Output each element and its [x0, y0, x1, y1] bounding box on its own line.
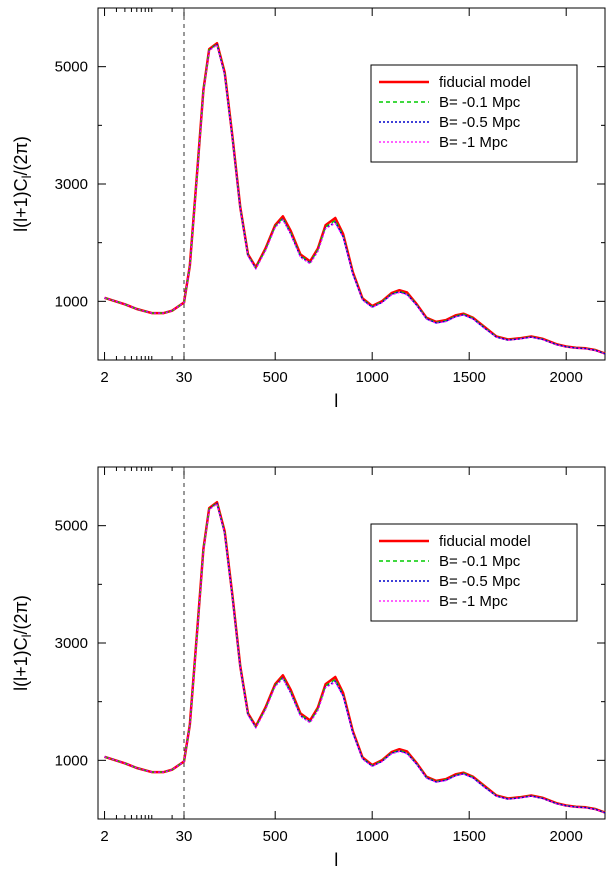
- chart-panel-1: 2 30 500 1000 1500 2000 1000 3000 5000 l l(l+1)Cl/…: [11, 7, 606, 411]
- x-tick-label: 1000: [356, 369, 389, 386]
- x-axis-label: l: [334, 391, 338, 411]
- x-tick-label: 30: [176, 369, 193, 386]
- x-tick-label: 2000: [550, 828, 583, 845]
- x-tick-label: 1500: [453, 369, 486, 386]
- plot-frame: [97, 466, 606, 820]
- series-line-4: [104, 503, 606, 814]
- chart-panel-2: 2 30 500 1000 1500 2000 1000 3000 5000 l l(l+1)Cl/…: [11, 466, 606, 870]
- legend-label: B= -1 Mpc: [439, 593, 508, 610]
- series-line-4: [104, 44, 606, 355]
- legend-label: B= -1 Mpc: [439, 134, 508, 151]
- x-tick-label: 1000: [356, 828, 389, 845]
- x-tick-label: 2: [100, 828, 108, 845]
- legend-label: B= -0.5 Mpc: [439, 573, 521, 590]
- x-tick-label: 500: [263, 828, 288, 845]
- y-tick-label: 1000: [55, 752, 88, 769]
- legend-label: B= -0.5 Mpc: [439, 114, 521, 131]
- y-tick-label: 3000: [55, 635, 88, 652]
- legend-label: fiducial model: [439, 533, 531, 550]
- x-tick-label: 2: [100, 369, 108, 386]
- y-tick-label: 3000: [55, 176, 88, 193]
- y-axis-label: l(l+1)Cl/(2π): [11, 595, 34, 691]
- x-tick-label: 2000: [550, 369, 583, 386]
- x-tick-label: 30: [176, 828, 193, 845]
- series-line-3: [104, 43, 606, 355]
- y-tick-label: 1000: [55, 293, 88, 310]
- x-tick-label: 1500: [453, 828, 486, 845]
- plot-frame: [97, 7, 606, 361]
- y-axis-label: l(l+1)Cl/(2π): [11, 136, 34, 232]
- y-tick-label: 5000: [55, 59, 88, 76]
- x-tick-label: 500: [263, 369, 288, 386]
- legend-label: B= -0.1 Mpc: [439, 553, 521, 570]
- y-tick-label: 5000: [55, 518, 88, 535]
- legend-label: B= -0.1 Mpc: [439, 94, 521, 111]
- series-line-3: [104, 502, 606, 814]
- x-axis-label: l: [334, 850, 338, 870]
- legend-label: fiducial model: [439, 74, 531, 91]
